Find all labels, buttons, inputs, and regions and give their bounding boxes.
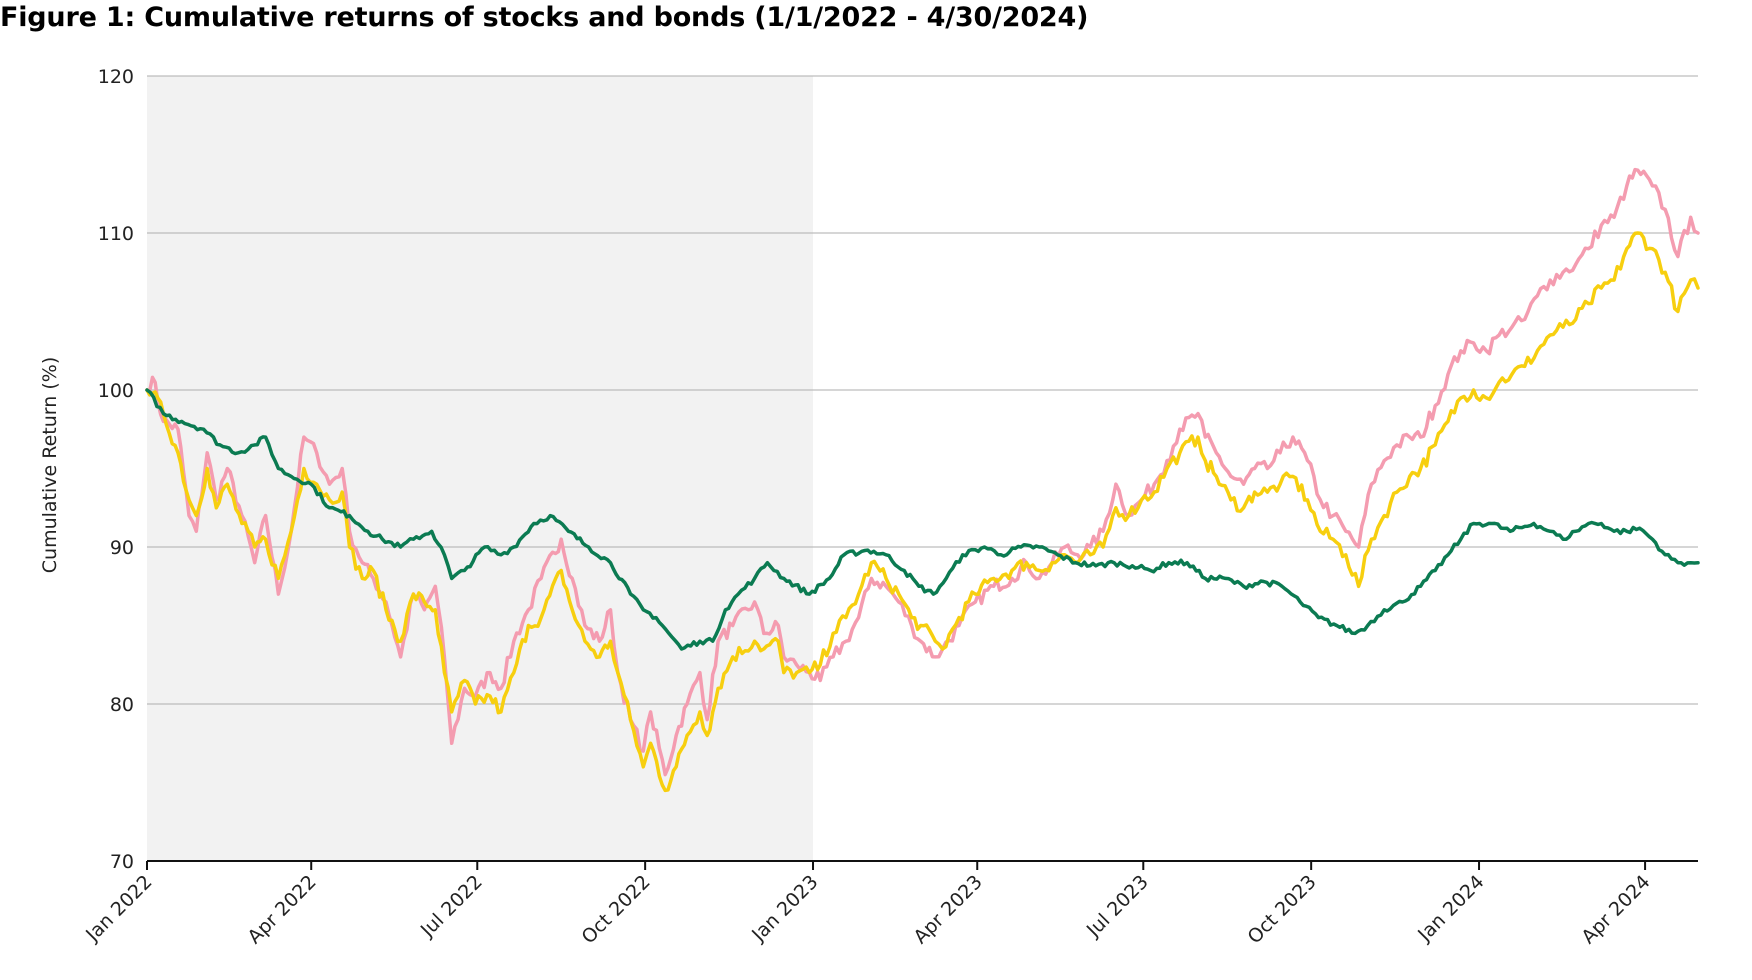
- x-tick-label: Jul 2022: [416, 871, 487, 942]
- x-tick-label: Jul 2023: [1082, 871, 1153, 942]
- y-tick-label: 90: [110, 537, 134, 559]
- x-tick-label: Oct 2023: [1243, 871, 1320, 948]
- y-tick-label: 110: [98, 223, 134, 245]
- chart-title: Figure 1: Cumulative returns of stocks a…: [0, 2, 1089, 33]
- x-tick-label: Jan 2024: [1413, 871, 1488, 946]
- x-tick-label: Apr 2024: [1577, 871, 1654, 948]
- shaded-region-layer: [147, 76, 814, 861]
- series-layer: [145, 167, 1700, 793]
- y-tick-label: 100: [98, 380, 134, 402]
- shaded-region: [147, 76, 814, 861]
- y-axis-label: Cumulative Return (%): [39, 357, 61, 573]
- series-line-1: [145, 167, 1700, 777]
- y-tick-labels-layer: 70 80 90 100 110 120: [98, 66, 134, 873]
- x-axis-layer: [146, 860, 1698, 870]
- gridlines-layer: [147, 75, 1698, 705]
- x-tick-label: Jan 2022: [81, 871, 156, 946]
- series-line-3: [145, 388, 1700, 651]
- x-tick-label: Jan 2023: [747, 871, 822, 946]
- y-tick-label: 120: [98, 66, 134, 88]
- x-tick-label: Apr 2023: [910, 871, 987, 948]
- x-tick-label: Apr 2022: [243, 871, 320, 948]
- x-tick-label: Oct 2022: [577, 871, 654, 948]
- x-tick-labels-layer: Jan 2022 Apr 2022 Jul 2022 Oct 2022 Jan 2023…: [81, 871, 1655, 948]
- y-tick-label: 70: [110, 851, 134, 873]
- y-tick-label: 80: [110, 694, 134, 716]
- series-line-2: [145, 231, 1700, 793]
